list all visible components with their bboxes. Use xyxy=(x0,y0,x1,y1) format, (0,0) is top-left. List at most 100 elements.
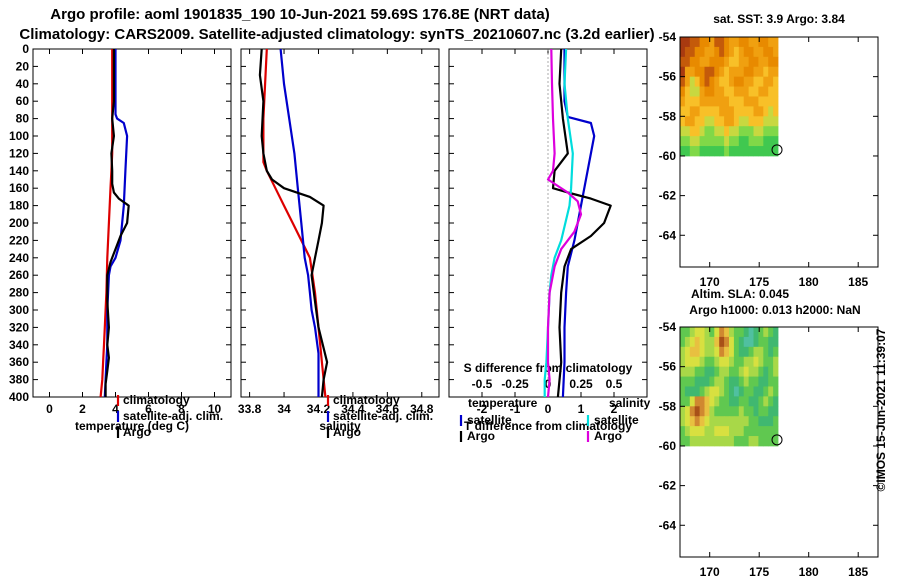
sla-cell xyxy=(758,366,764,377)
sst-cell xyxy=(694,126,700,137)
temp-xlabel: temperature (deg C) xyxy=(75,419,189,433)
sst-cell xyxy=(763,146,769,157)
sla-cell xyxy=(733,336,740,348)
sst-cell xyxy=(753,146,759,157)
sla-cell xyxy=(680,336,686,348)
sst-cell xyxy=(699,126,705,137)
sla-cell xyxy=(768,406,774,417)
sst-cell xyxy=(729,56,735,68)
sla-cell xyxy=(738,386,745,397)
sst-cell xyxy=(763,96,769,107)
sla-cell xyxy=(709,416,715,427)
sla-cell xyxy=(743,396,750,407)
depth-tick-label: 140 xyxy=(9,164,29,178)
sst-cell xyxy=(724,116,730,127)
sst-cell xyxy=(729,86,735,97)
sst-cell xyxy=(753,76,759,87)
sla-cell xyxy=(719,327,725,338)
sla-cell xyxy=(733,416,740,427)
temp-xtick-label: 2 xyxy=(79,402,86,416)
sst-cell xyxy=(684,136,691,147)
sst-cell xyxy=(709,116,715,127)
sal-xtick-label: 34.6 xyxy=(376,402,400,416)
sla-cell xyxy=(773,346,779,358)
sst-cell xyxy=(709,46,715,58)
sla-cell xyxy=(724,436,730,447)
sla-cell xyxy=(680,416,686,427)
title-line-1: Argo profile: aoml 1901835_190 10-Jun-20… xyxy=(50,6,549,23)
sla-cell xyxy=(738,366,745,377)
sla-cell xyxy=(748,346,754,358)
sla-cell xyxy=(758,327,764,338)
sal-series-satellite-adj-clim- xyxy=(279,48,320,397)
sla-cell xyxy=(773,336,779,348)
depth-tick-label: 400 xyxy=(9,390,29,404)
sla-cell xyxy=(704,436,710,447)
sst-cell xyxy=(719,46,725,58)
sla-cell xyxy=(714,396,720,407)
sla-cell xyxy=(724,376,730,387)
sla-cell xyxy=(763,336,769,348)
sla-cell xyxy=(704,386,710,397)
diff-secondary-tick-label: -0.25 xyxy=(501,377,529,391)
sla-cell xyxy=(689,416,696,427)
sla-cell xyxy=(724,366,730,377)
sst-cell xyxy=(758,76,764,87)
temp-xtick-label: 8 xyxy=(178,402,185,416)
sst-xtick-label: 170 xyxy=(700,275,720,289)
sst-ytick-label: -64 xyxy=(659,228,677,242)
sst-cell xyxy=(738,56,745,68)
sla-cell xyxy=(680,346,686,358)
sla-cell xyxy=(743,327,750,338)
sla-cell xyxy=(753,376,759,387)
sla-cell xyxy=(729,356,735,368)
sst-cell xyxy=(704,106,710,117)
sst-ytick-label: -60 xyxy=(659,149,677,163)
sst-cell xyxy=(709,76,715,87)
sst-cell xyxy=(680,86,686,97)
sst-cell xyxy=(719,66,725,78)
temp-legend-label: climatology xyxy=(123,393,190,407)
sst-cell xyxy=(684,96,691,107)
sla-cell xyxy=(684,406,691,417)
sst-cell xyxy=(680,126,686,137)
sst-xtick-label: 180 xyxy=(799,275,819,289)
sla-cell xyxy=(704,406,710,417)
sst-cell xyxy=(689,66,696,78)
sla-cell xyxy=(680,406,686,417)
depth-tick-label: 220 xyxy=(9,233,29,247)
sla-cell xyxy=(768,416,774,427)
sla-cell xyxy=(689,396,696,407)
sst-cell xyxy=(719,37,725,48)
sst-cell xyxy=(763,66,769,78)
diff-legend-t-label: Argo xyxy=(467,429,495,443)
sla-cell xyxy=(694,386,700,397)
sst-cell xyxy=(689,56,696,68)
sla-cell xyxy=(724,327,730,338)
sla-cell xyxy=(714,426,720,437)
sla-cell xyxy=(684,356,691,368)
sst-cell xyxy=(768,106,774,117)
sst-cell xyxy=(699,136,705,147)
sst-cell xyxy=(704,116,710,127)
sst-cell xyxy=(694,76,700,87)
sla-cell xyxy=(680,436,686,447)
sst-cell xyxy=(748,126,754,137)
sst-cell xyxy=(684,146,691,157)
sst-cell xyxy=(748,66,754,78)
sst-cell xyxy=(724,56,730,68)
sst-cell xyxy=(729,66,735,78)
sst-cell xyxy=(729,76,735,87)
sst-cell xyxy=(773,96,779,107)
sst-cell xyxy=(714,106,720,117)
sst-cell xyxy=(694,66,700,78)
sst-cell xyxy=(709,136,715,147)
sla-cell xyxy=(768,426,774,437)
sla-cell xyxy=(738,426,745,437)
sla-cell xyxy=(773,416,779,427)
sla-cell xyxy=(699,436,705,447)
temp-xtick-label: 10 xyxy=(208,402,222,416)
sst-cell xyxy=(714,46,720,58)
sal-xtick-label: 34 xyxy=(277,402,291,416)
diff-legend-s-label: Argo xyxy=(594,429,622,443)
